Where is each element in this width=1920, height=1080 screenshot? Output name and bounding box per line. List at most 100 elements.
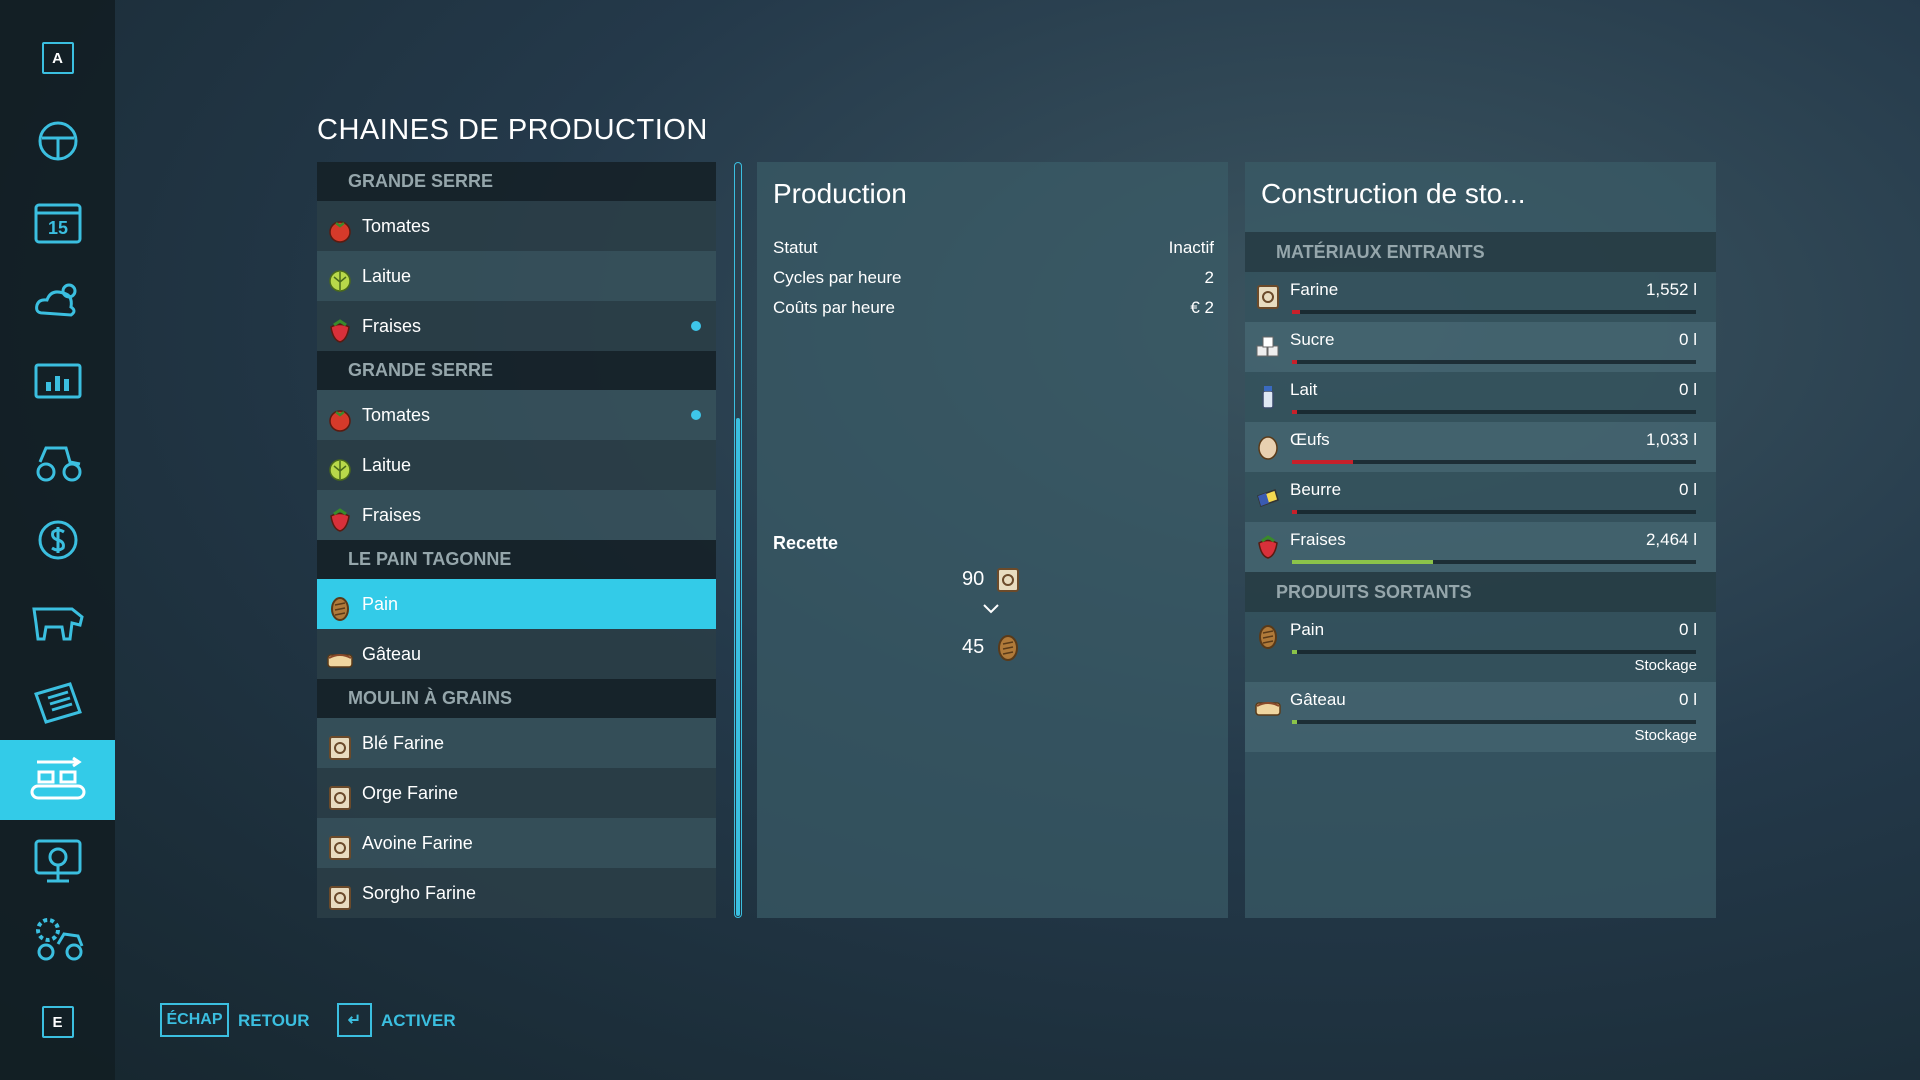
storage-amount: 0 l bbox=[1679, 380, 1697, 399]
storage-name: Beurre bbox=[1290, 480, 1342, 499]
nav-item[interactable] bbox=[0, 264, 115, 334]
nav-item[interactable] bbox=[0, 106, 115, 176]
list-item[interactable]: Tomates bbox=[317, 390, 716, 440]
storage-row: Farine 1,552 l bbox=[1245, 272, 1716, 322]
flour-icon bbox=[997, 568, 1019, 592]
nav-item[interactable] bbox=[0, 667, 115, 737]
icon-wrap bbox=[327, 213, 353, 243]
storage-name: Lait bbox=[1290, 380, 1318, 399]
icon-wrap bbox=[327, 780, 353, 810]
icon-wrap bbox=[327, 830, 353, 860]
storage-name: Farine bbox=[1290, 280, 1339, 299]
icon-wrap bbox=[327, 880, 353, 910]
storage-mode: Stockage bbox=[1634, 657, 1697, 674]
key-hint[interactable]: ÉCHAP bbox=[160, 1003, 229, 1037]
icon-wrap bbox=[327, 730, 353, 760]
scrollbar-thumb[interactable] bbox=[736, 418, 740, 916]
fill-track bbox=[1292, 510, 1696, 514]
item-icon bbox=[329, 270, 351, 292]
list-item[interactable]: Tomates bbox=[317, 201, 716, 251]
bread-icon bbox=[998, 635, 1018, 661]
item-icon bbox=[329, 459, 351, 481]
storage-amount: 0 l bbox=[1679, 330, 1697, 349]
nav-item[interactable] bbox=[0, 903, 115, 973]
storage-panel: Construction de sto... MATÉRIAUX ENTRANT… bbox=[1245, 162, 1716, 918]
storage-row: Fraises 2,464 l bbox=[1245, 522, 1716, 572]
item-icon bbox=[327, 654, 353, 668]
storage-row: Gâteau 0 l Stockage bbox=[1245, 682, 1716, 752]
nav-item[interactable]: E bbox=[0, 987, 115, 1057]
icon bbox=[35, 918, 83, 961]
list-item[interactable]: Blé Farine bbox=[317, 718, 716, 768]
info-row: Coûts par heure € 2 bbox=[773, 298, 1214, 318]
icon-wrap bbox=[327, 402, 353, 432]
nav-item[interactable] bbox=[0, 427, 115, 497]
storage-amount: 1,033 l bbox=[1645, 430, 1697, 449]
storage-amount: 1,552 l bbox=[1645, 280, 1697, 299]
nav-item[interactable]: 15 bbox=[0, 187, 115, 257]
list-item-selected[interactable]: Pain bbox=[317, 579, 716, 629]
storage-name: Sucre bbox=[1290, 330, 1335, 349]
scrollbar[interactable] bbox=[734, 162, 742, 918]
fill-track bbox=[1292, 650, 1696, 654]
icon-wrap bbox=[1255, 484, 1281, 510]
storage-row: Pain 0 l Stockage bbox=[1245, 612, 1716, 682]
list-item[interactable]: Gâteau bbox=[317, 629, 716, 679]
fill-bar bbox=[1292, 560, 1434, 564]
nav-item[interactable]: A bbox=[0, 23, 115, 93]
info-label: Cycles par heure bbox=[773, 268, 902, 287]
storage-name: Œufs bbox=[1290, 430, 1330, 449]
icon-wrap bbox=[1255, 434, 1281, 460]
group-header: LE PAIN TAGONNE bbox=[317, 540, 716, 579]
list-item[interactable]: Avoine Farine bbox=[317, 818, 716, 868]
icon bbox=[34, 283, 76, 317]
icon-wrap bbox=[327, 641, 353, 668]
fill-track bbox=[1292, 560, 1696, 564]
key-hint[interactable]: ↵ bbox=[337, 1003, 372, 1037]
list-item[interactable]: Laitue bbox=[317, 440, 716, 490]
active-indicator bbox=[691, 410, 701, 420]
item-name: Laitue bbox=[362, 266, 412, 286]
list-item[interactable]: Orge Farine bbox=[317, 768, 716, 818]
nav-item[interactable] bbox=[0, 505, 115, 575]
button-label[interactable]: ACTIVER bbox=[381, 1011, 456, 1030]
group-header: GRANDE SERRE bbox=[317, 351, 716, 390]
key-hint: A bbox=[41, 42, 74, 74]
nav-item[interactable] bbox=[0, 586, 115, 656]
button-label[interactable]: RETOUR bbox=[238, 1011, 310, 1030]
storage-name: Gâteau bbox=[1290, 690, 1346, 709]
icon bbox=[31, 607, 84, 641]
item-icon bbox=[1258, 535, 1278, 559]
key-hint: E bbox=[41, 1006, 74, 1038]
item-icon bbox=[329, 410, 351, 432]
icon bbox=[38, 520, 77, 560]
item-icon bbox=[1255, 702, 1281, 716]
group-header: GRANDE SERRE bbox=[317, 162, 716, 201]
info-row: Cycles par heure 2 bbox=[773, 268, 1214, 288]
nav-item[interactable] bbox=[0, 825, 115, 895]
recipe-input: 90 bbox=[962, 568, 985, 590]
list-item[interactable]: Fraises bbox=[317, 490, 716, 540]
list-item[interactable]: Sorgho Farine bbox=[317, 868, 716, 918]
icon-wrap bbox=[1255, 384, 1281, 410]
fill-bar bbox=[1292, 510, 1297, 514]
icon-wrap bbox=[1255, 334, 1281, 360]
production-list: GRANDE SERRE Tomates Laitue Fraises GRANDE S… bbox=[317, 162, 716, 918]
fill-bar bbox=[1292, 650, 1297, 654]
icon bbox=[38, 121, 77, 161]
list-item[interactable]: Fraises bbox=[317, 301, 716, 351]
icon-wrap bbox=[1255, 624, 1281, 650]
storage-name: Pain bbox=[1290, 620, 1325, 639]
icon-wrap bbox=[327, 263, 353, 292]
list-item[interactable]: Laitue bbox=[317, 251, 716, 301]
section-header: PRODUITS SORTANTS bbox=[1245, 572, 1716, 612]
recipe-label: Recette bbox=[773, 533, 839, 553]
arrow-down bbox=[983, 604, 999, 614]
fill-track bbox=[1292, 460, 1696, 464]
icon bbox=[34, 363, 81, 399]
nav-item[interactable] bbox=[0, 347, 115, 417]
item-icon bbox=[1257, 285, 1279, 309]
section-header: MATÉRIAUX ENTRANTS bbox=[1245, 232, 1716, 272]
nav-item-selected[interactable] bbox=[0, 740, 115, 820]
fill-track bbox=[1292, 360, 1696, 364]
